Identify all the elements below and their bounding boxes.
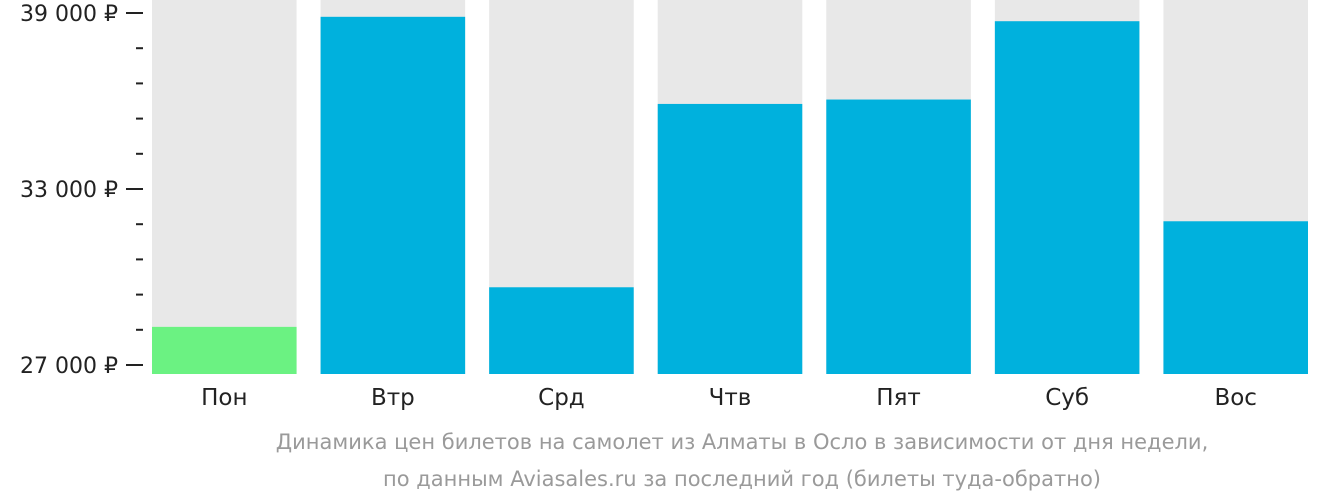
x-tick-label: Втр xyxy=(371,385,415,411)
x-tick-label: Суб xyxy=(1045,385,1089,411)
x-axis-labels: Пон Втр Срд Чтв Пят Суб Вос xyxy=(201,385,1257,411)
bar-Пон[interactable] xyxy=(152,326,297,374)
x-tick-label: Срд xyxy=(538,385,585,411)
chart-caption-line-1: Динамика цен билетов на самолет из Алмат… xyxy=(275,430,1209,454)
bar-Вос[interactable] xyxy=(1163,221,1308,374)
bar-chart-canvas: 27 000 ₽ 33 000 ₽ 39 000 ₽ Пон Втр Срд Чтв Пят… xyxy=(20,0,1308,411)
bar-Втр[interactable] xyxy=(320,16,466,375)
bar-background xyxy=(152,0,297,374)
chart-caption-line-2: по данным Aviasales.ru за последний год … xyxy=(383,467,1101,491)
x-tick-label: Вос xyxy=(1214,385,1257,411)
bar-Суб[interactable] xyxy=(994,21,1140,375)
x-tick-label: Пят xyxy=(876,385,921,411)
y-axis: 27 000 ₽ 33 000 ₽ 39 000 ₽ xyxy=(20,2,143,379)
y-tick-label: 33 000 ₽ xyxy=(20,178,118,203)
y-tick-label: 39 000 ₽ xyxy=(20,2,118,27)
bar-Пят[interactable] xyxy=(826,99,971,375)
bar-Чтв[interactable] xyxy=(657,103,803,374)
y-tick-label: 27 000 ₽ xyxy=(20,354,118,379)
bar-Срд[interactable] xyxy=(489,287,634,374)
x-tick-label: Чтв xyxy=(709,385,752,411)
bars-group xyxy=(152,0,1308,375)
x-tick-label: Пон xyxy=(201,385,247,411)
